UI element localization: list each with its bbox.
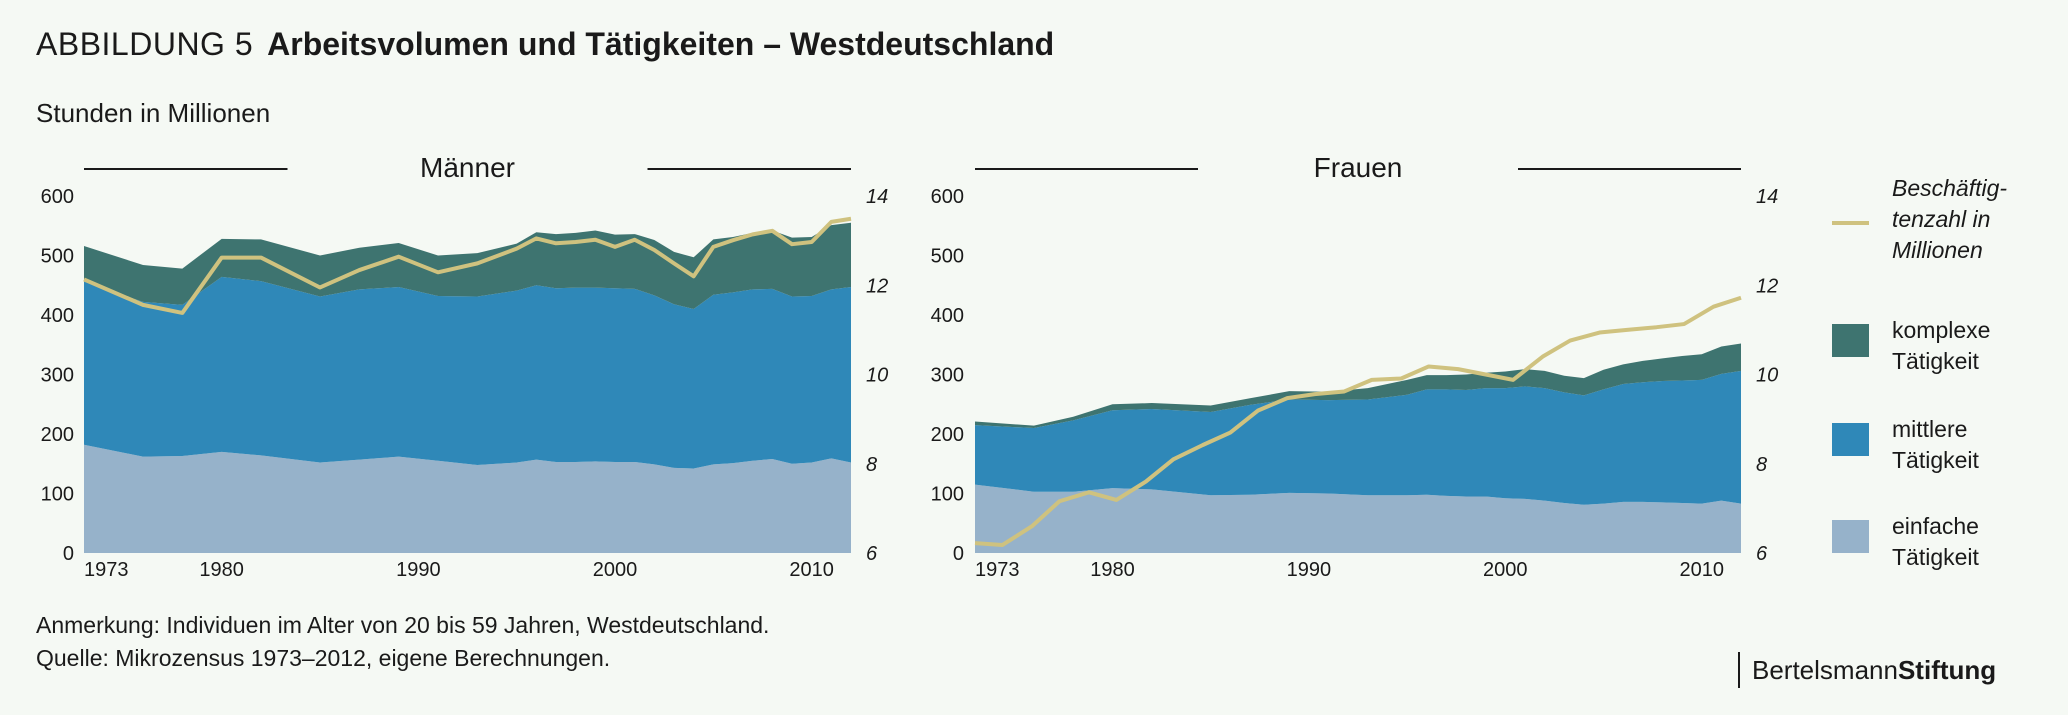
- y2-tick-label: 6: [866, 543, 878, 565]
- y-tick-label: 600: [931, 186, 964, 208]
- panel-title-maenner: Männer: [420, 152, 515, 183]
- y2-tick-label: 10: [1756, 365, 1778, 387]
- bertelsmann-logo: BertelsmannStiftung: [1738, 652, 1996, 688]
- legend-swatch-einfach: [1832, 520, 1869, 553]
- y-tick-label: 200: [41, 424, 74, 446]
- area-komplex: [975, 343, 1741, 429]
- area-mittel: [975, 370, 1741, 505]
- x-tick-label: 2000: [1483, 559, 1528, 581]
- legend-line-label: Beschäftig-: [1892, 175, 2007, 201]
- legend-line-label: tenzahl in: [1892, 206, 1990, 232]
- line-beschaeftigtenzahl: [83, 216, 852, 315]
- legend-label-komplex: komplexe: [1892, 317, 1990, 343]
- y2-tick-label: 14: [866, 186, 888, 208]
- y2-tick-label: 6: [1756, 543, 1768, 565]
- y2-tick-label: 14: [1756, 186, 1778, 208]
- x-tick-label: 1973: [84, 559, 129, 581]
- y2-tick-label: 12: [866, 275, 888, 297]
- area-mittel: [84, 276, 851, 469]
- y-tick-label: 100: [931, 484, 964, 506]
- legend-label-mittel: mittlere: [1892, 416, 1967, 442]
- legend-line-label: Millionen: [1892, 237, 1983, 263]
- y2-tick-label: 12: [1756, 275, 1778, 297]
- y-tick-label: 500: [41, 246, 74, 268]
- y-tick-label: 100: [41, 484, 74, 506]
- y-tick-label: 400: [41, 305, 74, 327]
- note-annotation: Anmerkung: Individuen im Alter von 20 bi…: [36, 612, 770, 638]
- logo-part2: Stiftung: [1897, 655, 1997, 685]
- x-tick-label: 2000: [593, 559, 638, 581]
- legend-label-mittel: Tätigkeit: [1892, 447, 1980, 473]
- y-tick-label: 500: [931, 246, 964, 268]
- legend-label-einfach: einfache: [1892, 513, 1979, 539]
- line-beschaeftigtenzahl: [974, 295, 1742, 547]
- y2-tick-label: 10: [866, 365, 888, 387]
- y-tick-label: 600: [41, 186, 74, 208]
- panel-title-frauen: Frauen: [1314, 152, 1403, 183]
- y-tick-label: 300: [41, 365, 74, 387]
- figure-title: ABBILDUNG 5 Arbeitsvolumen und Tätigkeite…: [36, 26, 1054, 63]
- unit-label: Stunden in Millionen: [36, 98, 271, 128]
- figure-label: ABBILDUNG 5: [36, 26, 254, 62]
- logo-part1: Bertelsmann: [1752, 655, 1898, 685]
- legend-swatch-mittel: [1832, 423, 1869, 456]
- x-tick-label: 1973: [975, 559, 1020, 581]
- y2-tick-label: 8: [1756, 454, 1767, 476]
- x-tick-label: 2010: [1679, 559, 1724, 581]
- x-tick-label: 1980: [199, 559, 244, 581]
- y-tick-label: 400: [931, 305, 964, 327]
- y-tick-label: 0: [63, 543, 74, 565]
- y2-tick-label: 8: [866, 454, 877, 476]
- area-einfach: [84, 444, 851, 553]
- legend-label-komplex: Tätigkeit: [1892, 348, 1980, 374]
- x-tick-label: 1990: [396, 559, 441, 581]
- area-einfach: [975, 484, 1741, 553]
- y-tick-label: 0: [953, 543, 964, 565]
- y-tick-label: 300: [931, 365, 964, 387]
- y-tick-label: 200: [931, 424, 964, 446]
- x-tick-label: 1990: [1287, 559, 1332, 581]
- x-tick-label: 2010: [789, 559, 834, 581]
- x-tick-label: 1980: [1090, 559, 1135, 581]
- figure-main-title: Arbeitsvolumen und Tätigkeiten – Westdeu…: [267, 26, 1055, 62]
- legend-swatch-komplex: [1832, 324, 1869, 357]
- note-source: Quelle: Mikrozensus 1973–2012, eigene Be…: [36, 645, 611, 671]
- legend-label-einfach: Tätigkeit: [1892, 544, 1980, 570]
